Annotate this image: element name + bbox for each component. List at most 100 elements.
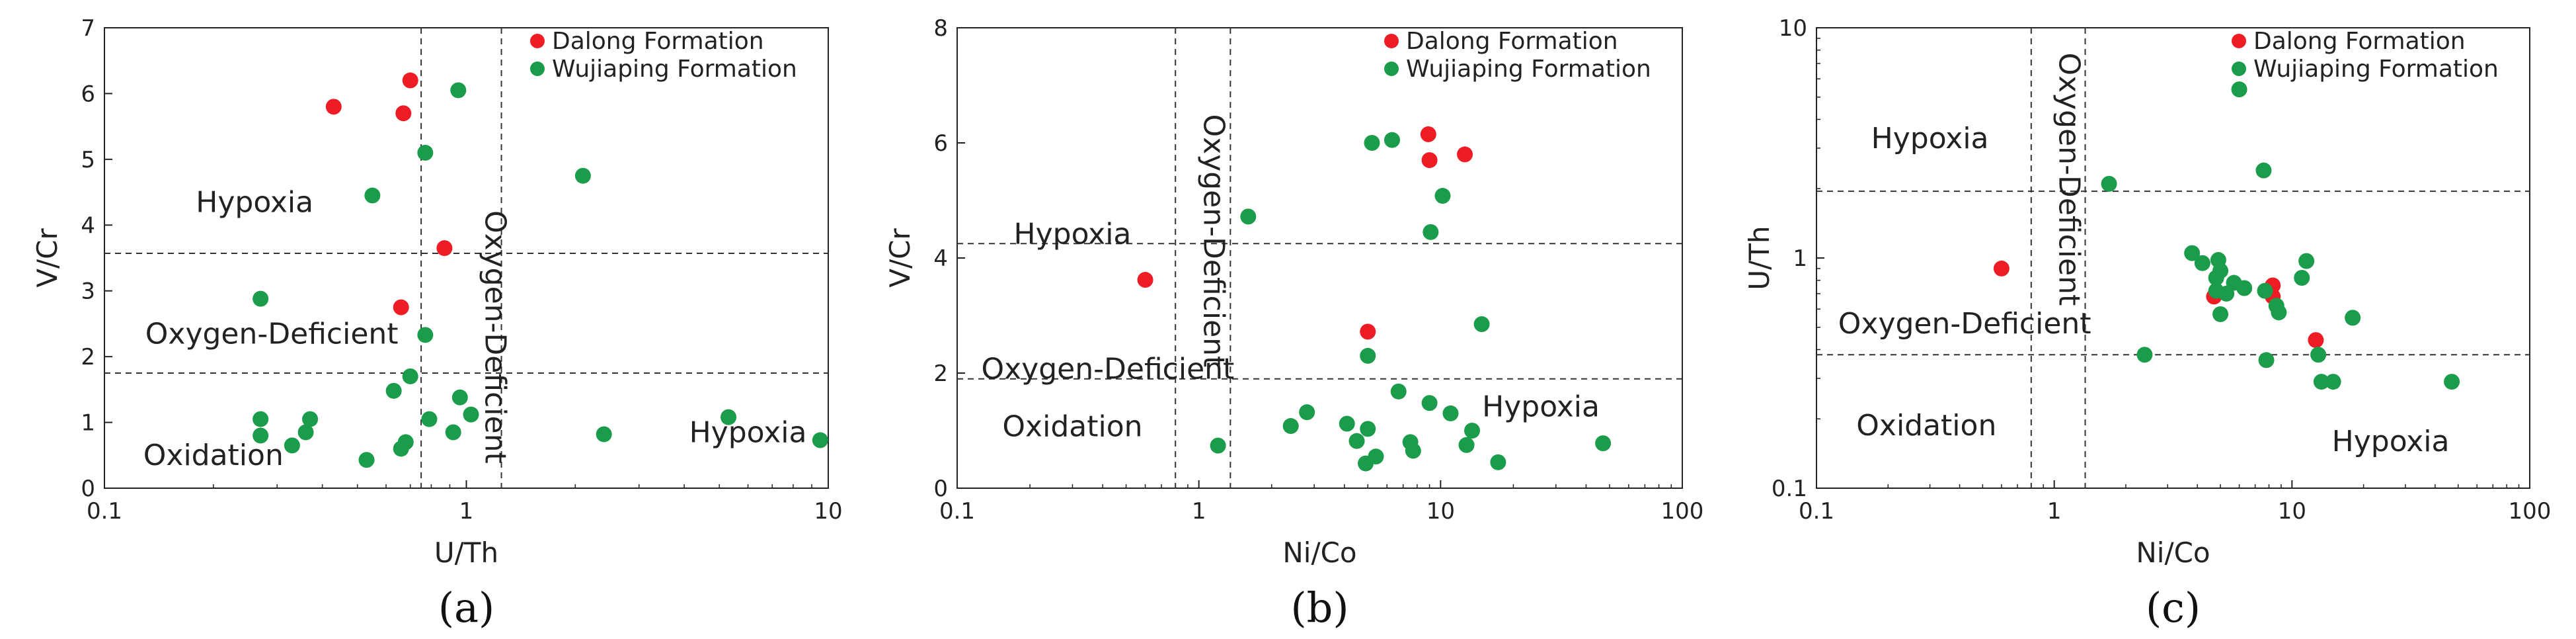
data-point-wujiaping — [1360, 347, 1376, 364]
y-tick-label: 6 — [81, 81, 95, 107]
legend-label-wujiaping: Wujiaping Formation — [552, 56, 797, 83]
y-axis-title: V/Cr — [884, 228, 916, 288]
y-tick-label: 8 — [933, 15, 948, 42]
legend-marker-dalong — [2232, 34, 2246, 48]
data-point-wujiaping — [1240, 208, 1257, 225]
legend-marker-dalong — [1384, 34, 1399, 48]
data-point-wujiaping — [2236, 280, 2253, 296]
data-point-wujiaping — [1348, 433, 1365, 449]
data-point-wujiaping — [2313, 374, 2329, 390]
data-point-wujiaping — [417, 327, 434, 343]
data-point-dalong — [1137, 272, 1153, 288]
region-label: Oxygen-Deficient — [145, 317, 399, 351]
y-tick-label: 6 — [933, 130, 948, 157]
region-label: Oxygen-Deficient — [479, 210, 512, 464]
x-tick-label: 100 — [2509, 498, 2552, 525]
data-point-dalong — [1421, 152, 1438, 169]
x-tick-label: 0.1 — [1799, 498, 1834, 525]
panel-label: (a) — [438, 583, 494, 632]
data-point-wujiaping — [1405, 443, 1421, 459]
data-point-dalong — [402, 72, 418, 89]
data-point-wujiaping — [721, 409, 737, 425]
data-point-wujiaping — [1442, 405, 1459, 421]
region-label: Hypoxia — [689, 415, 807, 449]
x-tick-label: 100 — [1661, 498, 1704, 525]
data-point-wujiaping — [2231, 81, 2247, 98]
y-tick-label: 5 — [81, 147, 95, 173]
data-point-wujiaping — [284, 437, 300, 454]
data-point-wujiaping — [1358, 455, 1374, 472]
x-tick-label: 10 — [814, 498, 842, 525]
data-point-wujiaping — [812, 432, 828, 448]
y-axis-title: U/Th — [1743, 226, 1776, 290]
region-label: Hypoxia — [1482, 390, 1600, 423]
y-tick-label: 4 — [933, 245, 948, 272]
region-label: Hypoxia — [2332, 425, 2450, 458]
x-tick-label: 10 — [1426, 498, 1455, 525]
data-point-dalong — [325, 99, 342, 115]
data-point-wujiaping — [2194, 255, 2210, 271]
y-tick-label: 2 — [933, 361, 948, 387]
data-point-wujiaping — [2101, 175, 2117, 192]
x-tick-label: 1 — [1192, 498, 1206, 525]
legend-label-dalong: Dalong Formation — [552, 28, 764, 55]
data-point-dalong — [1993, 260, 2010, 277]
data-point-wujiaping — [2136, 347, 2153, 363]
data-point-wujiaping — [393, 441, 409, 457]
data-point-wujiaping — [574, 167, 591, 184]
legend-marker-wujiaping — [1384, 62, 1399, 76]
data-point-dalong — [1420, 126, 1436, 142]
x-tick-label: 0.1 — [87, 498, 122, 525]
data-point-wujiaping — [1282, 418, 1299, 435]
panel-label: (c) — [2146, 583, 2201, 632]
data-point-wujiaping — [2345, 310, 2361, 326]
region-label: Oxidation — [1002, 410, 1142, 444]
region-label: Oxygen-Deficient — [1196, 114, 1230, 368]
data-point-wujiaping — [1210, 437, 1226, 454]
y-tick-label: 2 — [81, 344, 95, 370]
data-point-wujiaping — [2208, 282, 2224, 299]
data-point-wujiaping — [1360, 421, 1376, 437]
region-label: Hypoxia — [1871, 122, 1989, 155]
data-point-wujiaping — [2258, 352, 2275, 368]
data-point-wujiaping — [421, 411, 438, 427]
x-axis-title: Ni/Co — [1282, 536, 1356, 569]
y-tick-label: 0 — [81, 476, 95, 502]
data-point-wujiaping — [1299, 404, 1315, 421]
data-point-wujiaping — [1464, 423, 1480, 439]
x-tick-label: 10 — [2278, 498, 2306, 525]
legend-label-dalong: Dalong Formation — [2253, 28, 2466, 55]
data-point-wujiaping — [297, 424, 314, 441]
data-point-wujiaping — [451, 389, 468, 405]
y-tick-label: 1 — [1793, 245, 1807, 272]
data-point-wujiaping — [385, 382, 402, 399]
chart-panel-b: 0 2 4 6 8 0.1 1 10 100 Ni/Co V/Cr Hypoxia Oxygen-Def… — [884, 15, 1704, 632]
legend-marker-wujiaping — [2232, 62, 2246, 76]
legend-label-wujiaping: Wujiaping Formation — [1406, 56, 1651, 83]
y-tick-label: 7 — [81, 15, 95, 42]
data-point-wujiaping — [253, 411, 269, 427]
region-label: Oxygen-Deficient — [2052, 52, 2086, 306]
data-point-wujiaping — [1473, 316, 1490, 333]
y-tick-label: 1 — [81, 410, 95, 437]
data-point-wujiaping — [1339, 415, 1355, 432]
chart-panel-a: 0 1 2 3 4 5 6 7 0.1 1 10 U/Th V/Cr Hypoxia Oxygen-Defi… — [31, 15, 843, 632]
data-point-wujiaping — [445, 424, 461, 441]
x-tick-label: 0.1 — [939, 498, 975, 525]
x-axis-title: U/Th — [434, 536, 498, 569]
data-point-wujiaping — [364, 187, 381, 204]
data-point-dalong — [436, 240, 453, 257]
data-point-wujiaping — [1490, 454, 1506, 470]
data-point-dalong — [393, 299, 409, 316]
region-label: Hypoxia — [196, 185, 313, 219]
y-tick-label: 0.1 — [1772, 476, 1807, 502]
data-point-wujiaping — [1595, 435, 1612, 452]
data-point-dalong — [395, 105, 412, 122]
data-point-dalong — [1457, 146, 1473, 163]
region-label: Oxygen-Deficient — [982, 353, 1235, 386]
data-point-wujiaping — [1434, 188, 1451, 204]
data-point-wujiaping — [596, 426, 612, 443]
data-point-wujiaping — [2212, 306, 2229, 322]
data-point-wujiaping — [1390, 383, 1407, 400]
legend-marker-dalong — [530, 34, 545, 48]
